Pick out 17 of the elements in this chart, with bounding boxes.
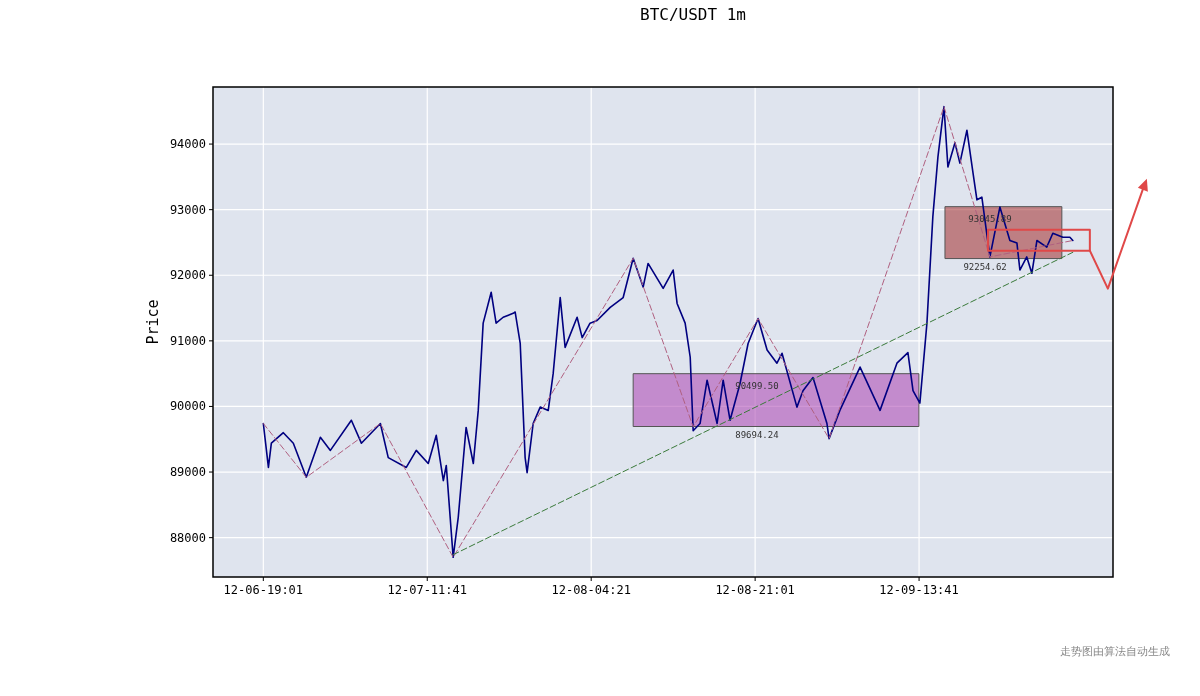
annotation: 89694.24 xyxy=(735,429,779,440)
x-tick-label: 12-07-11:41 xyxy=(387,583,467,597)
y-tick-label: 93000 xyxy=(169,202,206,217)
x-tick-label: 12-09-13:41 xyxy=(879,583,959,597)
x-tick-label: 12-08-04:21 xyxy=(551,583,631,597)
y-tick-label: 91000 xyxy=(169,333,206,348)
y-tick-label: 88000 xyxy=(169,530,206,545)
y-tick-label: 94000 xyxy=(169,137,206,152)
annotation: 92254.62 xyxy=(963,261,1007,272)
y-axis-title: Price xyxy=(144,299,162,345)
y-tick-label: 90000 xyxy=(169,399,206,414)
y-tick-label: 89000 xyxy=(169,465,206,480)
x-tick-label: 12-08-21:01 xyxy=(715,583,795,597)
chart-title: BTC/USDT 1m xyxy=(640,5,746,24)
text: 走势图由算法自动生成 xyxy=(1060,645,1170,658)
x-tick-label: 12-06-19:01 xyxy=(223,583,304,597)
y-tick-label: 92000 xyxy=(169,268,206,283)
